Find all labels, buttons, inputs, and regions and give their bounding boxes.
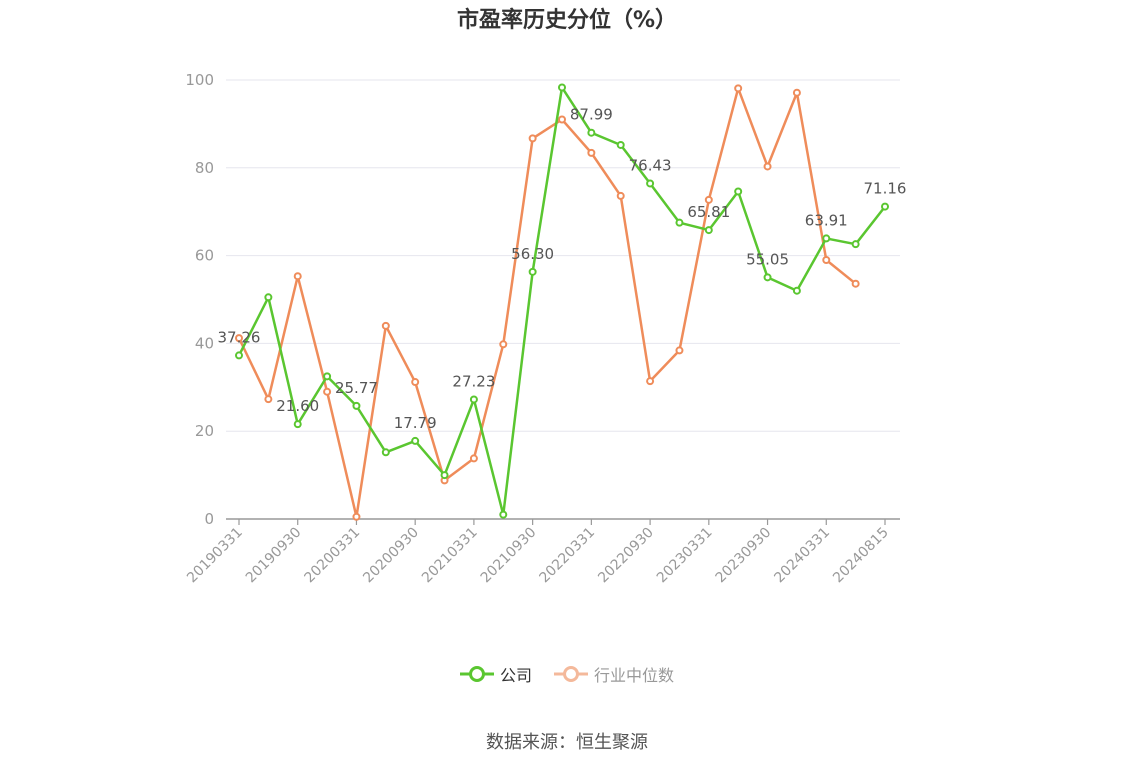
data-point-series-0: [381, 448, 390, 457]
data-point-series-1: [528, 134, 537, 143]
x-tick-label: 20210930: [478, 525, 540, 587]
x-tick-label: 20200930: [360, 525, 422, 587]
data-point-series-0: [734, 187, 743, 196]
x-tick-label: 20220331: [536, 525, 598, 587]
data-point-series-0: [851, 240, 860, 249]
data-point-series-1: [293, 272, 302, 281]
data-label: 56.30: [511, 245, 554, 263]
legend-company-icon: [459, 666, 494, 682]
series-line-0: [237, 86, 886, 516]
data-label: 25.77: [335, 379, 378, 397]
x-tick-label: 20240815: [830, 525, 892, 587]
data-point-series-1: [646, 377, 655, 386]
data-point-series-0: [763, 273, 772, 282]
source-note: 数据来源：恒生聚源: [486, 732, 648, 753]
data-point-series-1: [704, 195, 713, 204]
x-tick-label: 20200331: [302, 525, 364, 587]
data-point-series-0: [469, 395, 478, 404]
data-label: 76.43: [629, 156, 672, 174]
data-point-series-1: [792, 88, 801, 97]
data-label: 55.05: [746, 250, 789, 268]
data-point-series-0: [411, 436, 420, 445]
legend-label-company: 公司: [499, 666, 532, 685]
data-point-series-0: [528, 267, 537, 276]
data-label: 63.91: [805, 211, 848, 229]
y-tick-label: 60: [195, 247, 214, 265]
y-tick-label: 20: [195, 422, 214, 440]
data-label: 87.99: [570, 106, 613, 124]
x-tick-label: 20190930: [243, 525, 305, 587]
data-point-series-0: [264, 293, 273, 302]
x-tick-label: 20230930: [713, 525, 775, 587]
data-point-series-0: [235, 351, 243, 360]
x-tick-label: 20190331: [184, 525, 246, 587]
data-point-series-1: [381, 321, 390, 330]
x-tick-label: 20230331: [654, 525, 716, 587]
data-point-series-0: [616, 140, 625, 149]
data-point-series-1: [763, 162, 772, 171]
data-point-series-0: [323, 372, 332, 381]
x-tick-label: 20210331: [419, 525, 481, 587]
data-point-series-0: [587, 128, 596, 137]
grid-layer: [226, 79, 900, 432]
chart-title: 市盈率历史分位（%）: [456, 8, 678, 33]
data-point-series-1: [264, 395, 273, 404]
data-label: 27.23: [452, 372, 495, 390]
legend: 公司 行业中位数: [0, 662, 1134, 686]
data-label: 21.60: [276, 397, 319, 415]
data-point-series-0: [792, 286, 801, 295]
legend-industry-icon: [554, 666, 588, 682]
data-point-series-1: [352, 512, 361, 521]
data-point-series-0: [293, 420, 302, 429]
legend-item-company[interactable]: 公司: [459, 662, 532, 686]
y-tick-label: 80: [195, 159, 214, 177]
data-point-series-0: [646, 179, 655, 188]
data-point-series-0: [352, 401, 361, 410]
series-line-1: [237, 87, 857, 519]
y-tick-label: 0: [204, 510, 214, 528]
data-point-series-0: [675, 218, 684, 227]
data-point-series-1: [558, 115, 566, 124]
y-tick-label: 40: [195, 334, 214, 352]
data-point-series-0: [558, 83, 566, 92]
x-tick-label: 20240331: [771, 525, 833, 587]
data-point-series-0: [440, 471, 449, 480]
data-point-series-1: [675, 346, 684, 355]
data-point-series-1: [734, 84, 743, 93]
data-point-series-0: [704, 226, 713, 235]
data-label-layer: 37.26 21.60 25.77 17.79 27.23 56.30 87.99 76.43…: [218, 106, 907, 432]
data-label: 71.16: [864, 180, 907, 198]
data-point-series-0: [822, 234, 831, 243]
data-point-series-1: [469, 454, 478, 463]
data-label: 17.79: [394, 414, 437, 432]
data-point-series-1: [235, 334, 243, 343]
axis-layer: 0 20 40 60 80 100 2019033120190930202003312020…: [184, 71, 900, 586]
data-point-series-1: [851, 279, 860, 288]
data-point-series-1: [323, 387, 332, 396]
data-point-series-1: [822, 255, 831, 264]
data-label: 65.81: [687, 203, 730, 221]
legend-label-industry-median: 行业中位数: [594, 666, 675, 685]
data-point-series-1: [587, 148, 596, 157]
y-tick-label: 100: [185, 71, 214, 89]
data-point-series-0: [881, 202, 889, 211]
data-point-series-1: [499, 340, 508, 349]
data-point-series-1: [616, 191, 625, 200]
data-point-series-1: [411, 378, 420, 387]
legend-item-industry-median[interactable]: 行业中位数: [554, 662, 674, 686]
series-layer: [235, 83, 889, 521]
data-point-series-0: [499, 510, 508, 519]
x-tick-label: 20220930: [595, 525, 657, 587]
data-label: 37.26: [218, 328, 261, 346]
